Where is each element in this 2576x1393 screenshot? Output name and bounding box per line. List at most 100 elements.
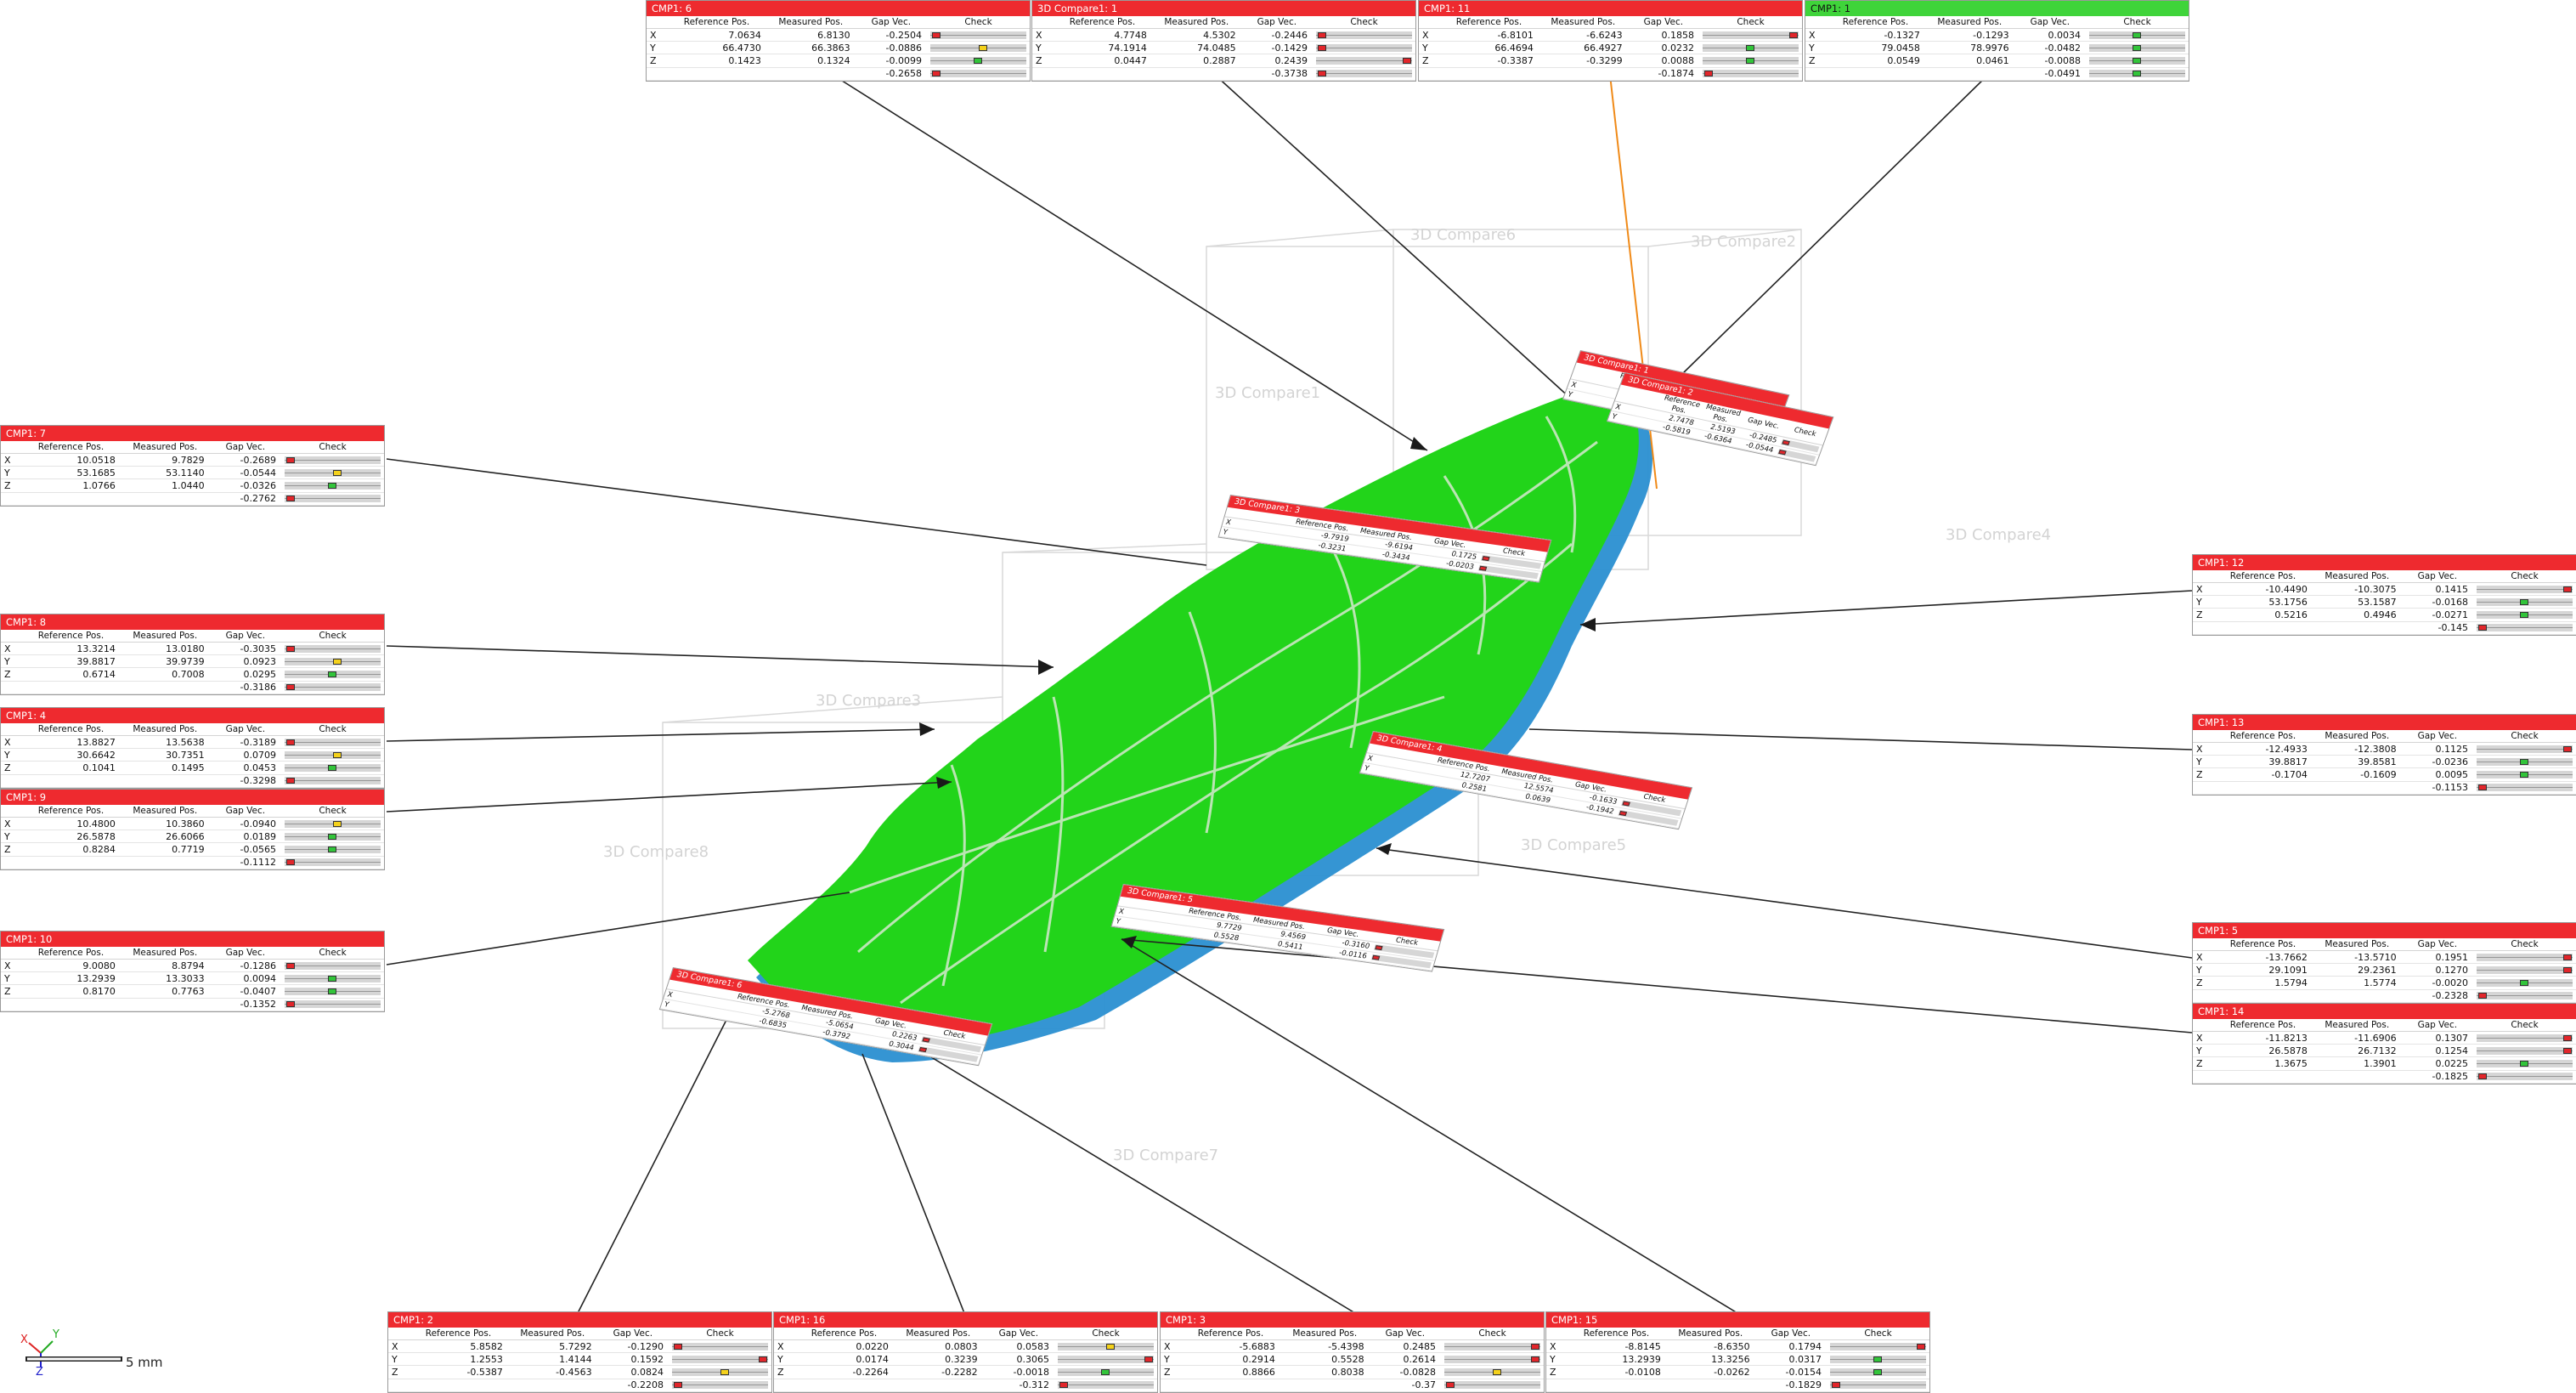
axis-cell bbox=[647, 67, 667, 81]
measurement-panel[interactable]: CMP1: 4 Reference Pos. Measured Pos. Gap Ve… bbox=[0, 707, 385, 789]
measurement-panel[interactable]: CMP1: 10 Reference Pos. Measured Pos. Gap V… bbox=[0, 931, 385, 1012]
panel-title: CMP1: 14 bbox=[2193, 1004, 2576, 1019]
measurement-panel[interactable]: CMP1: 11 Reference Pos. Measured Pos. Gap V… bbox=[1418, 0, 1803, 82]
table-row: Y 74.1914 74.0485 -0.1429 bbox=[1032, 41, 1415, 55]
column-header: Gap Vec. bbox=[1369, 1328, 1442, 1340]
column-header: Reference Pos. bbox=[1181, 1328, 1280, 1340]
measurement-panel[interactable]: CMP1: 7 Reference Pos. Measured Pos. Gap Ve… bbox=[0, 425, 385, 507]
axis-cell: X bbox=[1419, 28, 1439, 42]
tolerance-bar bbox=[285, 468, 381, 477]
table-row: -0.2658 bbox=[647, 67, 1030, 81]
column-header: Measured Pos. bbox=[1151, 16, 1241, 29]
axis-cell: Z bbox=[1419, 54, 1439, 68]
table-row: X -8.8145 -8.6350 0.1794 bbox=[1546, 1339, 1929, 1354]
value-cell: -0.0828 bbox=[1369, 1365, 1442, 1379]
table-row: Z -0.2264 -0.2282 -0.0018 bbox=[774, 1365, 1157, 1379]
measurement-panel[interactable]: CMP1: 3 Reference Pos. Measured Pos. Gap Ve… bbox=[1160, 1311, 1545, 1393]
measurement-panel[interactable]: CMP1: 6 Reference Pos. Measured Pos. Gap Ve… bbox=[646, 0, 1031, 82]
axis-cell: Z bbox=[2193, 1056, 2213, 1071]
check-cell bbox=[1699, 54, 1802, 68]
value-cell: 13.2939 bbox=[1567, 1352, 1666, 1367]
measurement-panel[interactable]: CMP1: 14 Reference Pos. Measured Pos. Gap V… bbox=[2192, 1003, 2576, 1084]
column-header bbox=[774, 1328, 794, 1340]
panel-title: CMP1: 10 bbox=[1, 931, 384, 947]
check-cell bbox=[1054, 1379, 1157, 1392]
measurement-panel[interactable]: CMP1: 1 Reference Pos. Measured Pos. Gap Ve… bbox=[1805, 0, 2189, 82]
value-cell: 53.1587 bbox=[2312, 595, 2402, 609]
value-cell: 1.3901 bbox=[2312, 1056, 2402, 1071]
value-cell: 9.7829 bbox=[120, 453, 210, 467]
measurement-panel[interactable]: CMP1: 15 Reference Pos. Measured Pos. Gap V… bbox=[1545, 1311, 1930, 1393]
part-surface[interactable] bbox=[748, 387, 1652, 1062]
value-cell: 66.3863 bbox=[765, 41, 856, 55]
tolerance-indicator bbox=[286, 495, 296, 502]
tolerance-indicator bbox=[1916, 1343, 1925, 1350]
tolerance-indicator bbox=[286, 962, 296, 969]
axis-cell: X bbox=[2193, 1031, 2213, 1045]
column-header: Reference Pos. bbox=[409, 1328, 508, 1340]
tolerance-bar bbox=[2477, 610, 2573, 619]
tolerance-bar bbox=[1058, 1355, 1154, 1363]
tolerance-bar bbox=[672, 1355, 768, 1363]
check-cell bbox=[2473, 582, 2576, 597]
tolerance-indicator bbox=[286, 1001, 296, 1008]
value-cell: 0.7763 bbox=[120, 984, 210, 999]
axis-cell: X bbox=[1, 959, 21, 973]
table-row: -0.3738 bbox=[1032, 67, 1415, 81]
measurement-panel[interactable]: CMP1: 8 Reference Pos. Measured Pos. Gap Ve… bbox=[0, 614, 385, 695]
table-row: Z -0.0108 -0.0262 -0.0154 bbox=[1546, 1365, 1929, 1379]
measurement-panel[interactable]: 3D Compare1: 1 Reference Pos. Measured Pos… bbox=[1031, 0, 1416, 82]
value-cell: -0.3738 bbox=[1240, 67, 1313, 81]
check-cell bbox=[2086, 54, 2189, 68]
tolerance-indicator bbox=[674, 1382, 683, 1389]
value-cell: -0.0154 bbox=[1754, 1365, 1827, 1379]
tolerance-indicator bbox=[2519, 611, 2528, 618]
axis-cell: X bbox=[1, 817, 21, 831]
table-row: -0.1874 bbox=[1419, 67, 1802, 81]
value-cell: -13.7662 bbox=[2213, 950, 2313, 965]
value-cell: -0.3299 bbox=[1538, 54, 1628, 68]
axis-cell bbox=[1, 774, 21, 788]
tolerance-indicator bbox=[2132, 71, 2141, 77]
value-cell: 0.0174 bbox=[794, 1352, 894, 1367]
measurement-panel[interactable]: CMP1: 2 Reference Pos. Measured Pos. Gap Ve… bbox=[387, 1311, 772, 1393]
check-cell bbox=[1827, 1365, 1929, 1379]
value-cell: 0.0295 bbox=[209, 667, 282, 682]
tolerance-indicator bbox=[1318, 44, 1327, 51]
value-cell bbox=[120, 856, 210, 869]
measurement-panel[interactable]: CMP1: 13 Reference Pos. Measured Pos. Gap V… bbox=[2192, 714, 2576, 796]
value-cell: 0.0549 bbox=[1826, 54, 1925, 68]
tolerance-bar bbox=[2477, 745, 2573, 753]
value-cell: -0.0482 bbox=[2014, 41, 2087, 55]
axis-cell: Z bbox=[1, 478, 21, 493]
table-row: -0.1112 bbox=[1, 856, 384, 869]
check-cell bbox=[281, 959, 384, 973]
measurement-panel[interactable]: CMP1: 9 Reference Pos. Measured Pos. Gap Ve… bbox=[0, 789, 385, 870]
column-header: Measured Pos. bbox=[120, 441, 210, 454]
column-header: Check bbox=[2086, 16, 2189, 29]
value-cell: 4.7748 bbox=[1053, 28, 1152, 42]
value-cell: 39.9739 bbox=[120, 654, 210, 669]
measurement-panel[interactable]: CMP1: 12 Reference Pos. Measured Pos. Gap V… bbox=[2192, 554, 2576, 636]
table-row: Y 39.8817 39.9739 0.0923 bbox=[1, 654, 384, 669]
tolerance-bar bbox=[2477, 757, 2573, 766]
value-cell: 0.1858 bbox=[1627, 28, 1700, 42]
tolerance-bar bbox=[285, 987, 381, 995]
measurement-panel[interactable]: CMP1: 5 Reference Pos. Measured Pos. Gap Ve… bbox=[2192, 922, 2576, 1004]
value-cell: 0.1254 bbox=[2401, 1044, 2474, 1058]
check-cell bbox=[2473, 767, 2576, 782]
tolerance-indicator bbox=[922, 1037, 931, 1043]
tolerance-indicator bbox=[1372, 954, 1381, 960]
tolerance-indicator bbox=[327, 846, 336, 852]
value-cell bbox=[1538, 67, 1628, 81]
tolerance-indicator bbox=[327, 975, 336, 982]
table-row: X 13.3214 13.0180 -0.3035 bbox=[1, 642, 384, 656]
value-cell bbox=[667, 67, 766, 81]
tolerance-bar bbox=[285, 858, 381, 867]
tolerance-bar bbox=[1703, 31, 1799, 39]
check-cell bbox=[2473, 1070, 2576, 1084]
measurement-panel[interactable]: CMP1: 16 Reference Pos. Measured Pos. Gap V… bbox=[773, 1311, 1158, 1393]
value-cell: -10.3075 bbox=[2312, 582, 2402, 597]
table-row: X 5.8582 5.7292 -0.1290 bbox=[388, 1339, 771, 1354]
